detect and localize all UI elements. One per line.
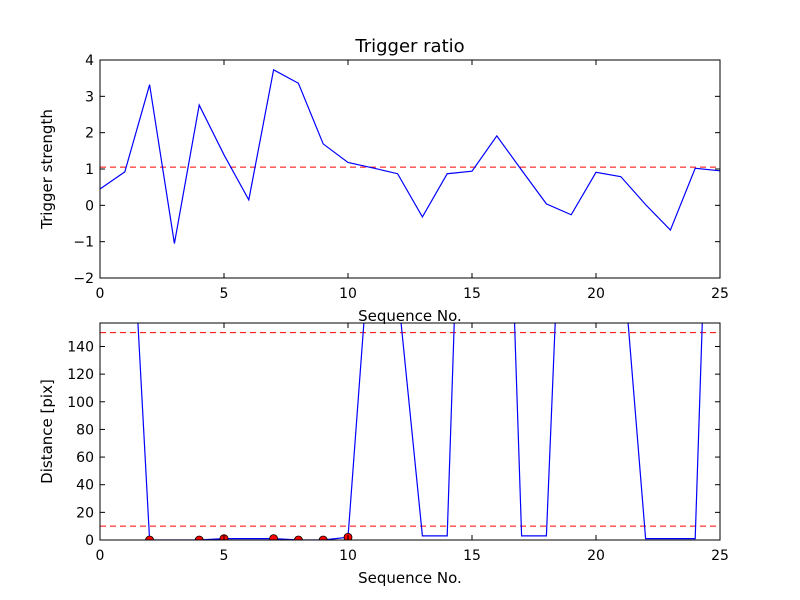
bottom-data-point-1 [194, 535, 204, 540]
bottom-y-tick-label-3: 60 [76, 450, 94, 466]
bottom-x-tick-label-0: 0 [96, 548, 105, 564]
top-x-axis-label: Sequence No. [358, 307, 462, 325]
bottom-data-point-3 [269, 534, 278, 540]
top-x-tick-label-2: 10 [339, 286, 357, 302]
top-x-tick-label-5: 25 [711, 286, 729, 302]
top-x-tick-label-0: 0 [96, 286, 105, 302]
top-plot-area [100, 68, 720, 244]
top-x-tick-label-4: 20 [587, 286, 605, 302]
bottom-y-tick-label-2: 40 [76, 478, 94, 494]
top-series-line-0 [100, 68, 720, 244]
top-x-tick-label-1: 5 [220, 286, 229, 302]
bottom-data-point-4 [294, 535, 303, 540]
bottom-x-tick-label-4: 20 [587, 548, 605, 564]
bottom-y-tick-label-6: 120 [67, 367, 94, 383]
bottom-y-tick-label-1: 20 [76, 505, 94, 521]
bottom-axes-frame [99, 322, 721, 541]
top-chart-panel: 0 5 10 15 20 25 −2 −1 0 1 2 3 4 Sequence No. Trigger s… [38, 36, 729, 325]
top-y-axis-label: Trigger strength [38, 109, 56, 230]
top-y-tick-label-1: −1 [73, 235, 94, 251]
bottom-y-tick-label-5: 100 [67, 395, 94, 411]
top-y-tick-label-0: −2 [73, 271, 94, 287]
bottom-plot-area [100, 323, 720, 540]
top-y-tick-label-5: 3 [85, 89, 94, 105]
bottom-x-tick-label-5: 25 [711, 548, 729, 564]
bottom-x-tick-label-3: 15 [463, 548, 481, 564]
bottom-x-tick-label-2: 10 [339, 548, 357, 564]
bottom-x-axis-label: Sequence No. [358, 569, 462, 587]
bottom-y-axis-label: Distance [pix] [38, 379, 56, 484]
top-axes-frame [99, 59, 721, 279]
bottom-x-tick-label-1: 5 [220, 548, 229, 564]
bottom-series-line-0 [137, 323, 703, 540]
top-chart-title: Trigger ratio [354, 36, 464, 57]
bottom-y-tick-label-7: 140 [67, 339, 94, 355]
bottom-data-point-0 [145, 535, 154, 540]
top-y-tick-label-2: 0 [85, 198, 94, 214]
bottom-y-tick-label-0: 0 [85, 533, 94, 549]
top-y-tick-label-3: 1 [85, 162, 94, 178]
bottom-data-point-5 [318, 535, 328, 540]
bottom-chart-panel: 0 5 10 15 20 25 0 20 40 60 80 100 120 140 Sequence No.… [38, 322, 729, 587]
top-y-tick-label-4: 2 [85, 126, 94, 142]
bottom-y-tick-label-4: 80 [76, 422, 94, 438]
top-y-tick-label-6: 4 [85, 53, 94, 69]
top-x-tick-label-3: 15 [463, 286, 481, 302]
